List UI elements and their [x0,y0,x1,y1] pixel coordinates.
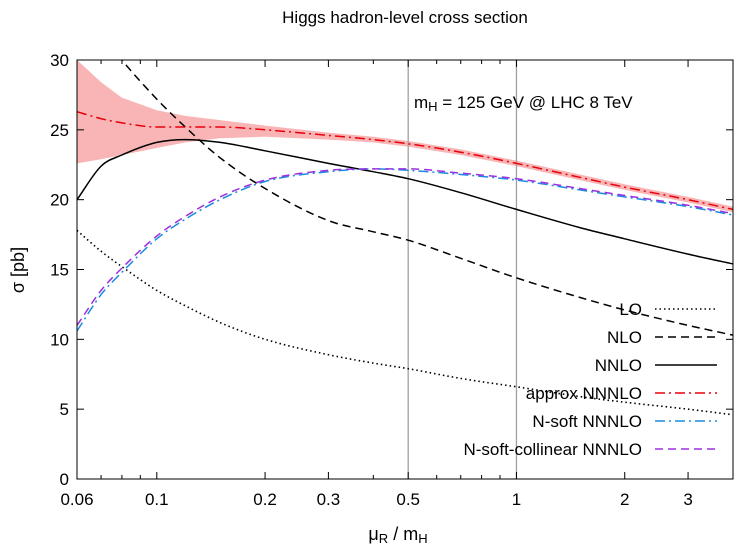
x-tick-label: 2 [620,490,629,509]
energy-annotation: mH = 125 GeV @ LHC 8 TeV [414,93,633,114]
x-axis-label-mu: μ [368,524,378,544]
x-tick-label: 0.1 [145,490,169,509]
x-tick-label: 0.06 [60,490,93,509]
y-tick-label: 15 [50,261,69,280]
annotation-mass-subscript: H [428,99,437,114]
annotation-text: = 125 GeV @ LHC 8 TeV [438,93,634,112]
approx-nnnlo-uncertainty-band [77,60,733,213]
legend-label: NNLO [595,356,642,375]
legend-label: N-soft NNNLO [532,412,642,431]
legend-entry-approx-nnnlo: approx NNNLO [526,384,717,403]
series-line-approx-nnnlo [77,110,733,211]
y-tick-label: 20 [50,191,69,210]
legend-label: N-soft-collinear NNNLO [463,440,642,459]
legend-entry-nnlo: NNLO [595,356,717,375]
x-tick-label: 0.3 [317,490,341,509]
legend-label: LO [619,300,642,319]
x-tick-label: 1 [512,490,521,509]
y-tick-label: 0 [60,470,69,489]
x-tick-label: 3 [683,490,692,509]
reference-lines-layer [407,60,518,479]
legend-entry-n-soft-collinear-nnnlo: N-soft-collinear NNNLO [463,440,717,459]
chart-title: Higgs hadron-level cross section [282,8,528,27]
series-layer [77,60,733,416]
series-line-nnlo [77,138,733,265]
y-axis-label: σ [pb] [8,247,28,293]
y-tick-label: 30 [50,51,69,70]
x-tick-label: 0.5 [396,490,420,509]
y-tick-label: 25 [50,121,69,140]
series-line-nlo [120,60,733,336]
legend-entry-lo: LO [619,300,717,319]
uncertainty-band-layer [77,60,733,213]
series-line-n-soft-collinear-nnnlo [77,168,733,326]
y-tick-label: 10 [50,330,69,349]
legend-label: NLO [607,328,642,347]
legend-label: approx NNNLO [526,384,642,403]
y-tick-label: 5 [60,400,69,419]
legend-entry-n-soft-nnnlo: N-soft NNNLO [532,412,717,431]
x-axis-label: μR / mH [368,524,427,546]
series-line-lo [77,229,733,416]
x-axis-label-sub-h: H [418,531,427,546]
axis-ticks-layer: 0 5 10 15 20 25 30 0.06 0.1 0.2 0.3 0.5 1 2 3 [50,51,734,509]
legend-entry-nlo: NLO [607,328,717,347]
x-axis-label-sub-r: R [379,531,388,546]
legend: LO NLO NNLO approx NNNLO N-soft NNNLO N-soft-… [463,300,717,459]
annotation-mass-symbol: m [414,93,428,112]
x-tick-label: 0.2 [253,490,277,509]
x-axis-label-mid: / m [388,524,418,544]
